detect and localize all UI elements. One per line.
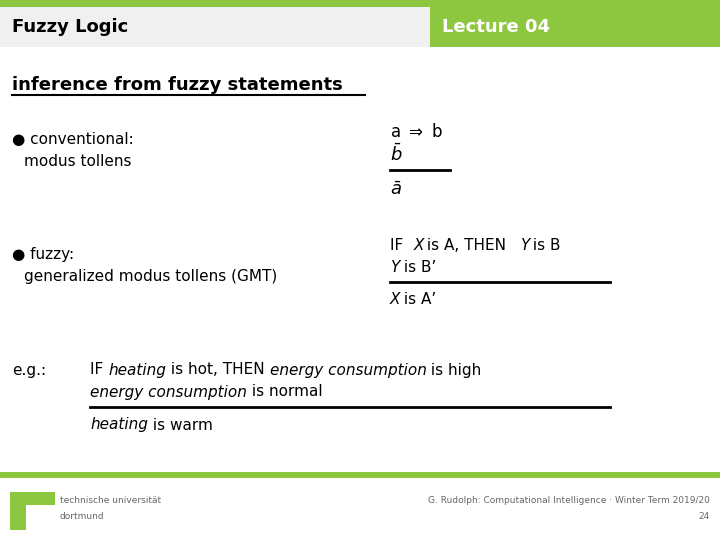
Text: a $\Rightarrow$ b: a $\Rightarrow$ b [390,123,443,141]
Text: ● conventional:: ● conventional: [12,132,134,147]
Bar [0,7,430,47]
Text: X: X [414,238,425,253]
Bar [430,7,720,47]
Bar [10,505,26,530]
Text: IF: IF [90,362,108,377]
Text: energy consumption: energy consumption [269,362,426,377]
Text: generalized modus tollens (GMT): generalized modus tollens (GMT) [24,269,277,285]
Text: is hot, THEN: is hot, THEN [166,362,269,377]
Text: e.g.:: e.g.: [12,362,46,377]
Text: Y: Y [520,238,529,253]
Text: is B’: is B’ [399,260,436,274]
Text: technische universität: technische universität [60,496,161,505]
Text: is high: is high [426,362,482,377]
Text: modus tollens: modus tollens [24,154,132,170]
Bar [0,0,720,7]
Text: is warm: is warm [148,417,212,433]
Text: is A’: is A’ [399,293,436,307]
Text: is B: is B [528,238,560,253]
Text: energy consumption: energy consumption [90,384,247,400]
Text: heating: heating [108,362,166,377]
Text: Fuzzy Logic: Fuzzy Logic [12,18,128,36]
Text: dortmund: dortmund [60,512,104,521]
Bar [10,492,55,505]
Text: heating: heating [90,417,148,433]
Text: $\bar{a}$: $\bar{a}$ [390,181,402,199]
Text: G. Rudolph: Computational Intelligence · Winter Term 2019/20: G. Rudolph: Computational Intelligence ·… [428,496,710,505]
Text: IF: IF [390,238,408,253]
Text: inference from fuzzy statements: inference from fuzzy statements [12,76,343,94]
Text: X: X [390,293,400,307]
Text: ● fuzzy:: ● fuzzy: [12,247,74,262]
Text: is normal: is normal [247,384,323,400]
Text: 24: 24 [698,512,710,521]
Bar [0,472,720,478]
Text: Lecture 04: Lecture 04 [442,18,550,36]
Text: Y: Y [390,260,400,274]
Text: $\bar{b}$: $\bar{b}$ [390,143,402,165]
Text: is A, THEN: is A, THEN [422,238,511,253]
